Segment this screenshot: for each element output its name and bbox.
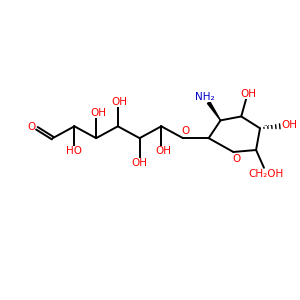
Text: OH: OH (90, 109, 106, 118)
Text: OH: OH (240, 89, 256, 99)
Text: CH₂OH: CH₂OH (248, 169, 284, 179)
Text: ····: ···· (263, 123, 272, 129)
Text: OH: OH (282, 120, 298, 130)
Text: O: O (232, 154, 240, 164)
Text: O: O (182, 126, 190, 136)
Text: HO: HO (66, 146, 82, 156)
Text: O: O (27, 122, 35, 132)
Text: OH: OH (112, 97, 128, 106)
Text: NH₂: NH₂ (195, 92, 214, 102)
Text: OH: OH (132, 158, 148, 168)
Text: OH: OH (155, 146, 171, 156)
Polygon shape (207, 102, 220, 120)
